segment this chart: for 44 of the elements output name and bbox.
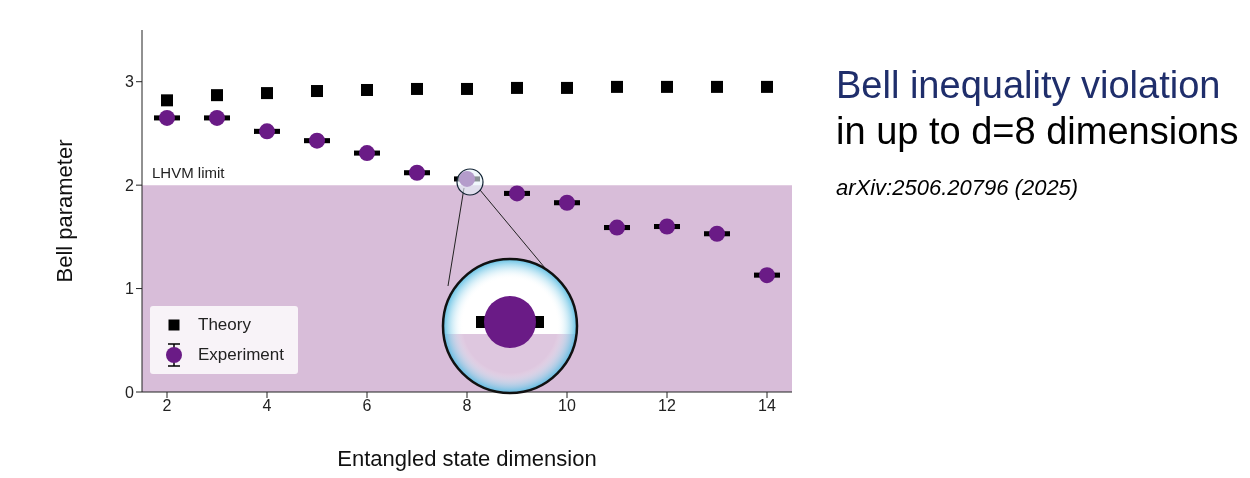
point: [759, 267, 775, 284]
point: [361, 83, 373, 96]
y-axis-title: Bell parameter: [51, 139, 77, 283]
point: [411, 82, 423, 95]
x-tick-label: 10: [558, 397, 576, 415]
point: [659, 218, 675, 235]
point: [259, 123, 275, 140]
point: [711, 80, 723, 93]
text: Bell inequality violation: [836, 64, 1221, 106]
point: [559, 194, 575, 211]
x-tick-label: 12: [658, 397, 676, 415]
x-tick-label: 8: [462, 397, 472, 415]
point: [461, 82, 473, 95]
y-tick-label: 2: [125, 176, 135, 194]
legend-label: Theory: [198, 315, 251, 335]
x-tick-label: 4: [262, 397, 272, 415]
point: [661, 80, 673, 93]
point: [161, 94, 173, 107]
point: [609, 219, 625, 236]
point: [159, 109, 175, 126]
point: [511, 81, 523, 94]
point: [359, 145, 375, 162]
y-tick-label: 3: [125, 73, 135, 91]
point: [761, 80, 773, 93]
point: [261, 87, 273, 100]
x-tick-label: 2: [162, 397, 172, 415]
point: [309, 132, 325, 149]
text: in up to d=8 dimensions: [836, 110, 1239, 153]
point: [509, 185, 525, 202]
point: [211, 89, 223, 102]
legend-label: Experiment: [198, 345, 284, 365]
band-label: LHVM limit: [152, 164, 226, 182]
x-tick-label: 6: [362, 397, 372, 415]
point: [611, 80, 623, 93]
text: arXiv:2506.20796 (2025): [836, 174, 1080, 202]
point: [209, 109, 225, 126]
y-tick-label: 1: [125, 280, 135, 298]
point: [409, 164, 425, 181]
point: [709, 225, 725, 242]
point: [311, 85, 323, 98]
x-tick-label: 14: [758, 397, 776, 415]
point: [561, 81, 573, 94]
x-axis-title: Entangled state dimension: [337, 446, 597, 471]
y-tick-label: 0: [125, 383, 135, 401]
